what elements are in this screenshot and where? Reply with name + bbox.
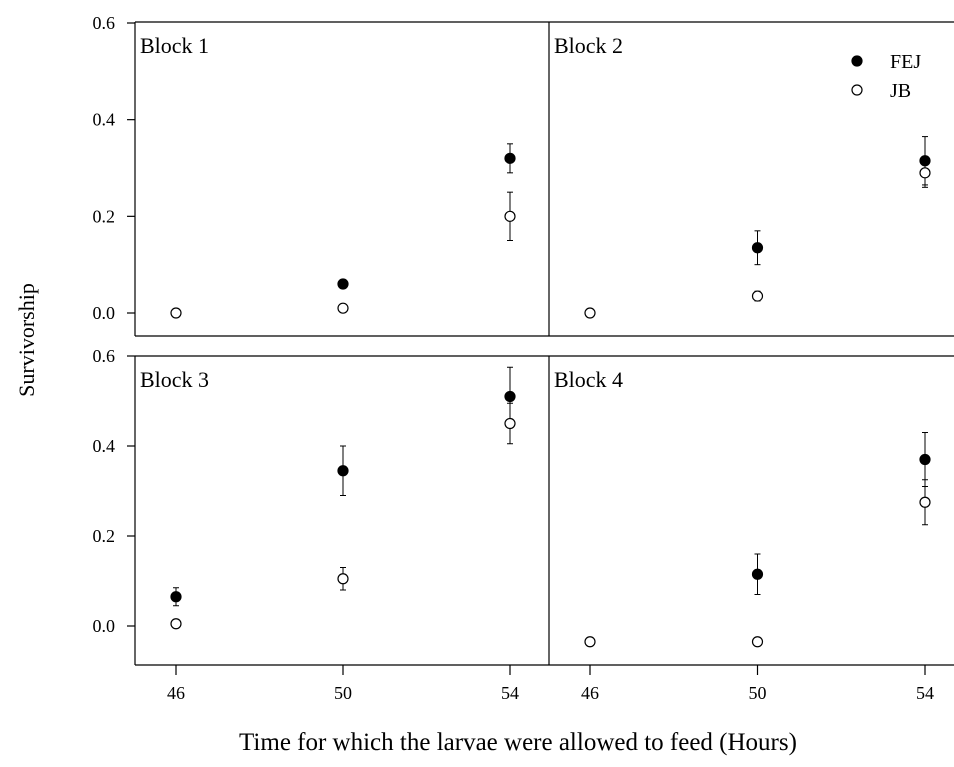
fej-point (337, 278, 349, 290)
legend: FEJ JB (851, 51, 921, 102)
y-tick-label: 0.6 (93, 346, 116, 366)
fej-point (504, 152, 516, 164)
fej-point (337, 465, 349, 477)
panel-title: Block 3 (140, 367, 209, 392)
y-tick-label: 0.2 (93, 206, 116, 226)
jb-point (751, 290, 764, 302)
y-tick-label: 0.2 (93, 526, 116, 546)
jb-point (337, 302, 349, 314)
fej-point (170, 591, 182, 603)
fej-point (504, 390, 516, 403)
jb-point (919, 167, 931, 179)
x-tick-label: 50 (334, 683, 352, 703)
panel-title: Block 1 (140, 33, 209, 58)
panel-4: 46 50 54 Block 4 (548, 355, 954, 703)
x-tick-label: 50 (749, 683, 767, 703)
fej-point (751, 568, 764, 580)
panel-2: Block 2 (548, 21, 954, 337)
jb-point (337, 573, 349, 585)
y-tick-label: 0.4 (93, 436, 116, 456)
jb-point (170, 307, 182, 319)
x-tick-label: 54 (916, 683, 934, 703)
x-tick-label: 46 (581, 683, 599, 703)
x-tick-label: 46 (167, 683, 185, 703)
y-tick-label: 0.0 (93, 303, 116, 323)
jb-point (584, 636, 596, 648)
y-axis-label: Survivorship (14, 283, 39, 397)
panel-title: Block 2 (554, 33, 623, 58)
legend-label-fej: FEJ (890, 51, 921, 73)
y-tick-label: 0.0 (93, 616, 116, 636)
jb-point (751, 636, 764, 648)
x-axis-label: Time for which the larvae were allowed t… (239, 729, 797, 756)
jb-point (504, 210, 516, 222)
legend-label-jb: JB (890, 80, 911, 102)
y-tick-label: 0.4 (93, 110, 116, 130)
legend-marker-jb (851, 84, 863, 96)
y-tick-label: 0.6 (93, 13, 116, 33)
panel-1: 0.0 0.2 0.4 0.6 Block 1 (93, 13, 549, 337)
jb-point (919, 496, 931, 508)
jb-point (504, 417, 516, 430)
fej-point (919, 453, 931, 466)
jb-point (170, 618, 182, 630)
panel-3: 0.0 0.2 0.4 0.6 46 50 54 Block 3 (93, 346, 549, 703)
panel-title: Block 4 (554, 367, 623, 392)
fej-point (751, 242, 764, 254)
jb-point (584, 307, 596, 319)
x-tick-label: 54 (501, 683, 519, 703)
legend-marker-fej (851, 55, 863, 67)
panels-group: 0.0 0.2 0.4 0.6 Block 1 Block 2 0.0 0.2 0.4 0.6 46… (93, 13, 954, 703)
